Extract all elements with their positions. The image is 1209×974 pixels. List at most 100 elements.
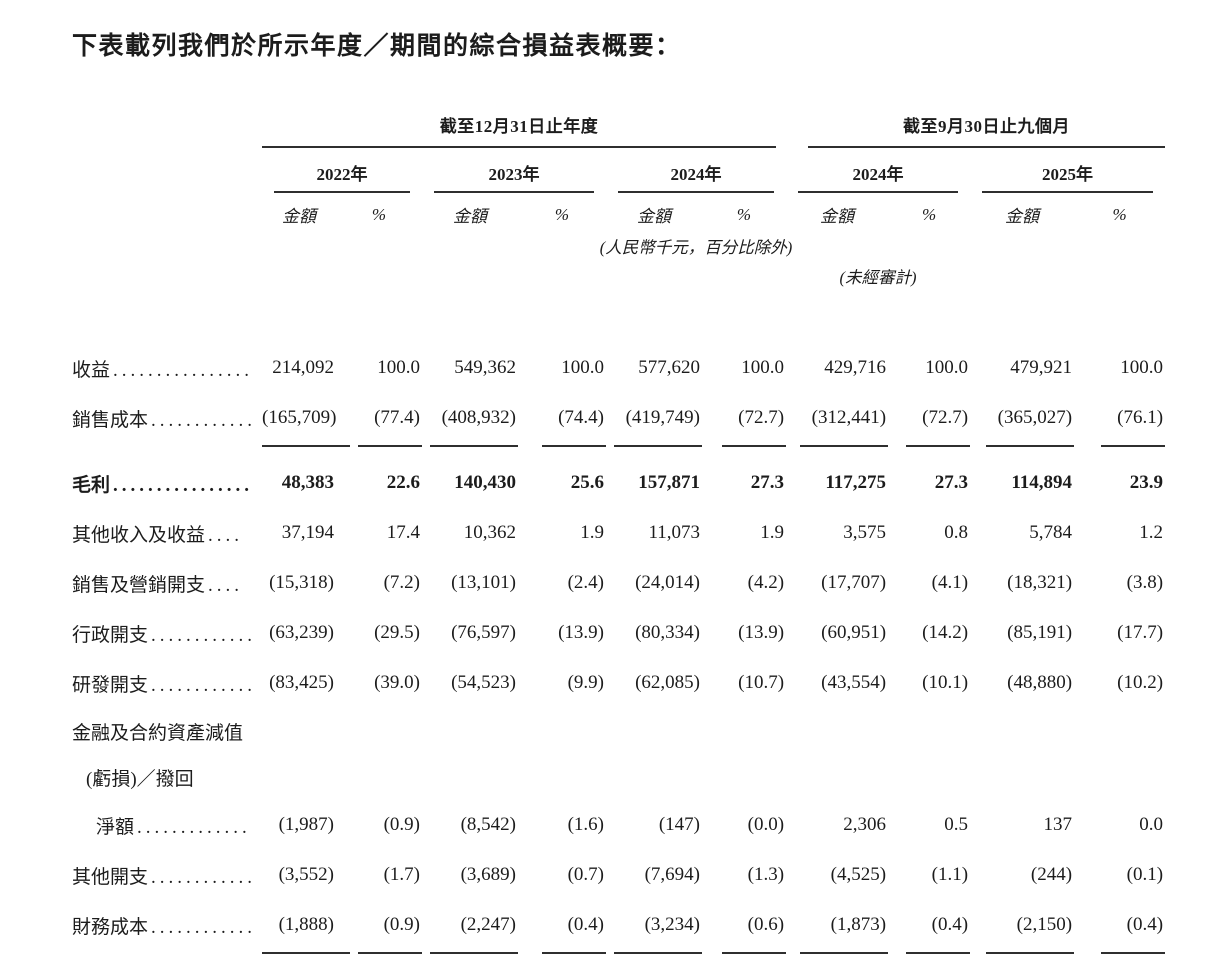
unaudited-note-row: (未經審計) <box>72 259 1165 299</box>
column-underline <box>358 445 422 447</box>
cell-value: (1.6) <box>567 814 604 835</box>
column-underline <box>986 445 1075 447</box>
cell-value: 137 <box>1043 814 1073 835</box>
cell-value: 27.3 <box>934 472 969 493</box>
column-underline <box>262 445 350 447</box>
row-label-text: 其他收入及收益 <box>72 524 206 546</box>
cell-value: (15,318) <box>269 572 334 593</box>
header-spacer <box>72 193 262 229</box>
header-body-spacer <box>72 299 1165 343</box>
underline-row <box>72 443 1166 458</box>
cell-value: (85,191) <box>1007 622 1073 643</box>
dot-leader: ............ <box>151 409 257 431</box>
cell-value: (9.9) <box>567 672 604 693</box>
row-label-text: 其他開支 <box>72 866 149 888</box>
table-row: 其他收入及收益.... 37,194 17.4 10,362 1.9 11,073 1.9 3… <box>72 508 1165 558</box>
cell-value: 0.0 <box>1139 814 1164 835</box>
column-underline <box>542 952 606 954</box>
dot-leader: .... <box>208 574 244 596</box>
column-header-row: 金額 % 金額 % 金額 % 金額 % 金額 % <box>72 193 1165 229</box>
dot-leader: ................ <box>113 359 254 381</box>
cell-value: 577,620 <box>638 357 700 378</box>
cell-value: (10.2) <box>1117 672 1164 693</box>
cell-value: (43,554) <box>821 672 887 693</box>
cell-value: (4.2) <box>747 572 785 593</box>
row-label: 毛利................ <box>72 458 262 508</box>
cell-value: 25.6 <box>570 472 604 493</box>
cell-value: (0.4) <box>567 914 604 935</box>
cell-value: (3,234) <box>644 914 700 935</box>
cell-value: (0.9) <box>383 914 420 935</box>
column-underline <box>430 445 518 447</box>
column-underline <box>1101 952 1166 954</box>
dot-leader: ................ <box>113 474 254 496</box>
table-row: 財務成本............ (1,888) (0.9) (2,247) (0.4)… <box>72 900 1165 950</box>
table-row: 其他開支............ (3,552) (1.7) (3,689) (0.7)… <box>72 850 1165 900</box>
column-underline <box>800 952 889 954</box>
cell-value: (60,951) <box>821 622 887 643</box>
col-header-percent: % <box>554 204 570 224</box>
cell-value: (39.0) <box>374 672 420 693</box>
dot-leader: ............. <box>137 816 251 838</box>
header-spacer <box>72 148 262 193</box>
cell-value: 157,871 <box>638 472 700 493</box>
cell-value: (3,689) <box>460 864 516 885</box>
col-header-amount: 金額 <box>282 207 316 226</box>
table-row: 收益................ 214,092 100.0 549,362 100… <box>72 343 1165 393</box>
group-header-nine-months: 截至9月30日止九個月 <box>808 112 1166 148</box>
cell-value: (3,552) <box>278 864 334 885</box>
row-label-text: 銷售及營銷開支 <box>72 574 206 596</box>
cell-value: (10.7) <box>738 672 785 693</box>
row-label-text: 銷售成本 <box>72 409 149 431</box>
cell-value: (2.4) <box>567 572 604 593</box>
row-label: 銷售及營銷開支.... <box>72 558 262 608</box>
cell-value: (14.2) <box>922 622 969 643</box>
cell-value: 1.2 <box>1139 522 1164 543</box>
table-row: 銷售成本............ (165,709) (77.4) (408,932)… <box>72 393 1165 443</box>
cell-value: 1.9 <box>760 522 785 543</box>
cell-value: (29.5) <box>374 622 420 643</box>
cell-value: 0.8 <box>944 522 969 543</box>
table-row: 淨額............. (1,987) (0.9) (8,542) (1.6) (… <box>72 800 1165 850</box>
year-header-9m-2025: 2025年 <box>982 148 1154 193</box>
dot-leader: ............ <box>151 624 257 646</box>
cell-value: (1,873) <box>830 914 887 935</box>
cell-value: (419,749) <box>625 407 700 428</box>
group-header-annual: 截至12月31日止年度 <box>262 112 777 148</box>
column-underline <box>1101 445 1166 447</box>
cell-value: 37,194 <box>281 522 334 543</box>
currency-note-row: (人民幣千元，百分比除外) <box>72 229 1165 259</box>
cell-value: (17,707) <box>821 572 887 593</box>
year-header-2023: 2023年 <box>434 148 594 193</box>
cell-value: 549,362 <box>454 357 516 378</box>
cell-value: 100.0 <box>741 357 785 378</box>
currency-note: (人民幣千元，百分比除外) <box>599 238 793 257</box>
column-underline <box>906 445 971 447</box>
cell-value: 140,430 <box>454 472 516 493</box>
cell-value: (1.7) <box>383 864 420 885</box>
cell-value: (1,888) <box>278 914 334 935</box>
cell-value: (76,597) <box>451 622 516 643</box>
cell-value: (13.9) <box>558 622 604 643</box>
col-header-amount: 金額 <box>1005 207 1040 226</box>
cell-value: 48,383 <box>281 472 334 493</box>
year-header-2024: 2024年 <box>618 148 775 193</box>
dot-leader: ............ <box>151 866 257 888</box>
cell-value: 17.4 <box>386 522 420 543</box>
cell-value: 479,921 <box>1010 357 1073 378</box>
column-underline <box>906 952 971 954</box>
cell-value: (4.1) <box>931 572 969 593</box>
cell-value: (1.1) <box>931 864 969 885</box>
cell-value: (72.7) <box>922 407 969 428</box>
cell-value: (54,523) <box>451 672 516 693</box>
row-label-text: 行政開支 <box>72 624 149 646</box>
cell-value: (0.1) <box>1126 864 1164 885</box>
cell-value: (1,987) <box>278 814 334 835</box>
row-label: 研發開支............ <box>72 658 262 708</box>
column-underline <box>542 445 606 447</box>
row-label-text: 淨額 <box>96 816 135 838</box>
cell-value: (312,441) <box>811 407 887 428</box>
column-underline <box>722 952 787 954</box>
row-label-text: 財務成本 <box>72 916 149 938</box>
row-label: 收益................ <box>72 343 262 393</box>
